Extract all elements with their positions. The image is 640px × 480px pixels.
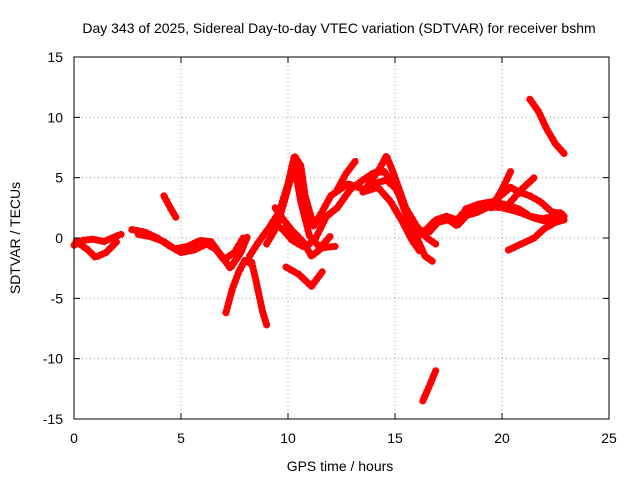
y-tick-label: 10 bbox=[47, 109, 63, 125]
series-core-track-22 bbox=[509, 176, 536, 204]
x-tick-label: 0 bbox=[70, 430, 78, 446]
y-tick-label: 0 bbox=[55, 230, 63, 246]
series-core-track-10 bbox=[273, 206, 337, 258]
y-tick-label: -15 bbox=[43, 411, 63, 427]
series-core-track-24 bbox=[528, 97, 566, 155]
series-core-track-14 bbox=[335, 158, 358, 192]
y-tick-label: -10 bbox=[43, 351, 63, 367]
series-core-track-21 bbox=[489, 170, 513, 210]
series-core-track-7 bbox=[250, 260, 269, 327]
series-core-track-23 bbox=[506, 218, 566, 252]
tick-label-layer: 0 5 10 15 20 25 -15 -10 -5 0 5 10 15 bbox=[43, 49, 617, 446]
series-core-track-20 bbox=[464, 200, 566, 223]
chart-title: Day 343 of 2025, Sidereal Day-to-day VTE… bbox=[82, 20, 595, 36]
series-core-track-8 bbox=[248, 154, 333, 258]
x-tick-label: 15 bbox=[387, 430, 403, 446]
series-core-track-15 bbox=[329, 154, 435, 264]
series-core-track-6 bbox=[224, 258, 254, 315]
x-tick-label: 5 bbox=[177, 430, 185, 446]
series-core-track-5 bbox=[162, 194, 179, 221]
series-core-track-16 bbox=[361, 185, 423, 254]
x-tick-label: 20 bbox=[494, 430, 510, 446]
x-tick-label: 25 bbox=[601, 430, 617, 446]
series-core-track-4 bbox=[136, 232, 249, 270]
y-tick-label: -5 bbox=[51, 290, 64, 306]
data-layer bbox=[70, 95, 568, 405]
series-core-track-11 bbox=[280, 214, 328, 250]
series-core-track-12 bbox=[284, 265, 324, 288]
series-core-track-9 bbox=[265, 164, 333, 250]
y-axis-label: SDTVAR / TECUs bbox=[7, 182, 23, 294]
x-axis-label: GPS time / hours bbox=[287, 458, 394, 474]
y-tick-label: 15 bbox=[47, 49, 63, 65]
x-tick-label: 10 bbox=[280, 430, 296, 446]
y-tick-label: 5 bbox=[55, 170, 63, 186]
series-core-track-2 bbox=[74, 240, 119, 259]
series-core-track-25 bbox=[421, 369, 438, 403]
axes-layer bbox=[73, 56, 610, 420]
